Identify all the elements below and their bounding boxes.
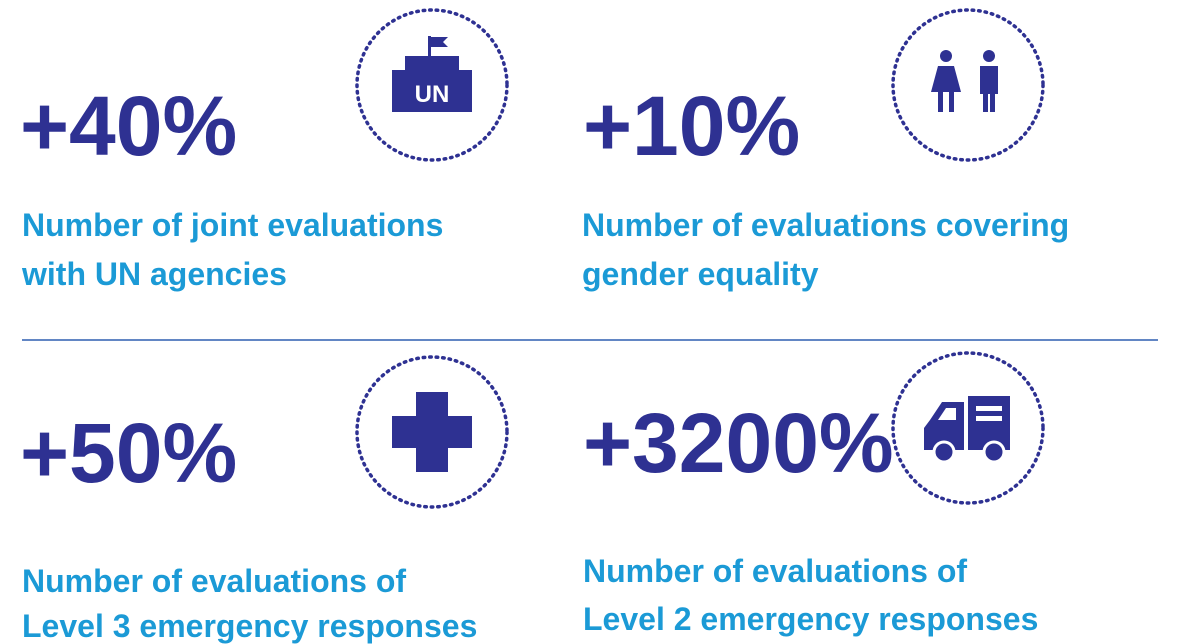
stat-description: Number of evaluations of xyxy=(22,563,406,599)
cross-icon xyxy=(392,392,472,472)
stat-description: gender equality xyxy=(582,256,819,292)
stat-description: Level 2 emergency responses xyxy=(583,601,1038,637)
stat-description: Number of evaluations covering xyxy=(582,207,1069,243)
stat-description: with UN agencies xyxy=(21,256,287,292)
icon-ring xyxy=(891,8,1045,162)
un-icon: UN xyxy=(392,36,472,112)
people-icon xyxy=(931,50,998,112)
truck-icon xyxy=(924,396,1010,464)
stat-value: +10% xyxy=(583,79,800,173)
icon-ring xyxy=(355,355,509,509)
stat-description: Number of evaluations of xyxy=(583,553,967,589)
icon-label: UN xyxy=(415,81,450,108)
stat-value: +40% xyxy=(20,79,237,173)
stat-description: Number of joint evaluations xyxy=(22,207,443,243)
stat-value: +50% xyxy=(20,406,237,500)
icon-ring xyxy=(355,8,509,162)
stat-value: +3200% xyxy=(583,396,894,490)
stat-description: Level 3 emergency responses xyxy=(22,608,477,644)
icon-ring xyxy=(891,351,1045,505)
